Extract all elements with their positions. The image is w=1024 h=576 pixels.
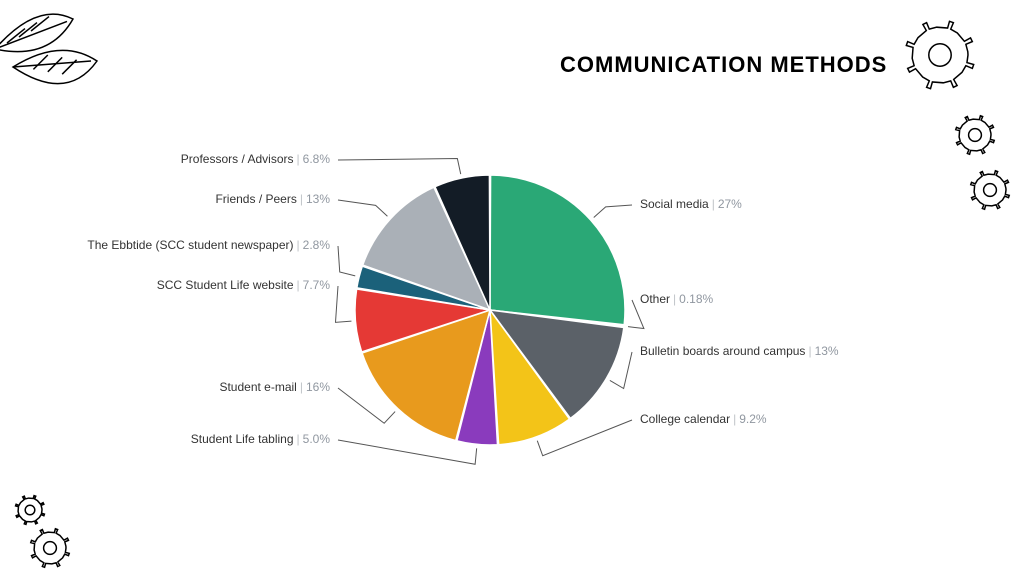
slice-label: Bulletin boards around campus| 13% [640, 344, 839, 358]
slice-label: Social media|27% [640, 197, 742, 211]
slice-label-value: 6.8% [303, 152, 330, 166]
slice-label-value: 2.8% [303, 238, 330, 252]
slice-label-value: 5.0% [303, 432, 330, 446]
separator: | [300, 380, 303, 394]
slice-label-name: The Ebbtide (SCC student newspaper) [87, 238, 293, 252]
separator: | [733, 412, 736, 426]
pie-chart [0, 0, 1024, 576]
separator: | [673, 292, 676, 306]
slice-label-name: Professors / Advisors [181, 152, 294, 166]
slice-label-value: 13% [306, 192, 330, 206]
slice-label-name: Social media [640, 197, 709, 211]
slice-label: The Ebbtide (SCC student newspaper) |2.8% [87, 238, 330, 252]
slice-label: Student e-mail |16% [219, 380, 330, 394]
slice-label: Other|0.18% [640, 292, 713, 306]
pie-slice [490, 175, 625, 325]
separator: | [297, 432, 300, 446]
separator: | [297, 278, 300, 292]
slice-label: Professors / Advisors|6.8% [181, 152, 330, 166]
slice-label-name: College calendar [640, 412, 730, 426]
separator: | [712, 197, 715, 211]
leader-line [338, 200, 387, 216]
slice-label-value: 13% [815, 344, 839, 358]
separator: | [808, 344, 811, 358]
slice-label-value: 16% [306, 380, 330, 394]
slice-label-name: Bulletin boards around campus [640, 344, 805, 358]
gear-icon [956, 116, 994, 154]
slice-label-name: Student Life tabling [191, 432, 294, 446]
separator: | [297, 152, 300, 166]
slice-label: Friends / Peers |13% [215, 192, 330, 206]
leader-line [594, 205, 632, 217]
slice-label-value: 27% [718, 197, 742, 211]
separator: | [297, 238, 300, 252]
separator: | [300, 192, 303, 206]
leader-line [338, 158, 461, 174]
leader-line [338, 440, 477, 464]
slice-label-name: SCC Student Life website [157, 278, 294, 292]
slice-label-value: 7.7% [303, 278, 330, 292]
slice-label: Student Life tabling|5.0% [191, 432, 330, 446]
gear-icon [971, 171, 1009, 209]
slice-label-name: Student e-mail [219, 380, 296, 394]
leaf-icon [0, 14, 97, 84]
slice-label: College calendar|9.2% [640, 412, 767, 426]
slice-label: SCC Student Life website|7.7% [157, 278, 330, 292]
gear-icon [31, 529, 69, 567]
gear-icon [16, 496, 45, 525]
slice-label-value: 9.2% [739, 412, 766, 426]
slice-label-value: 0.18% [679, 292, 713, 306]
slice-label-name: Friends / Peers [215, 192, 296, 206]
gear-icon [906, 21, 973, 88]
leader-line [335, 286, 351, 322]
leader-line [338, 246, 355, 276]
slice-label-name: Other [640, 292, 670, 306]
